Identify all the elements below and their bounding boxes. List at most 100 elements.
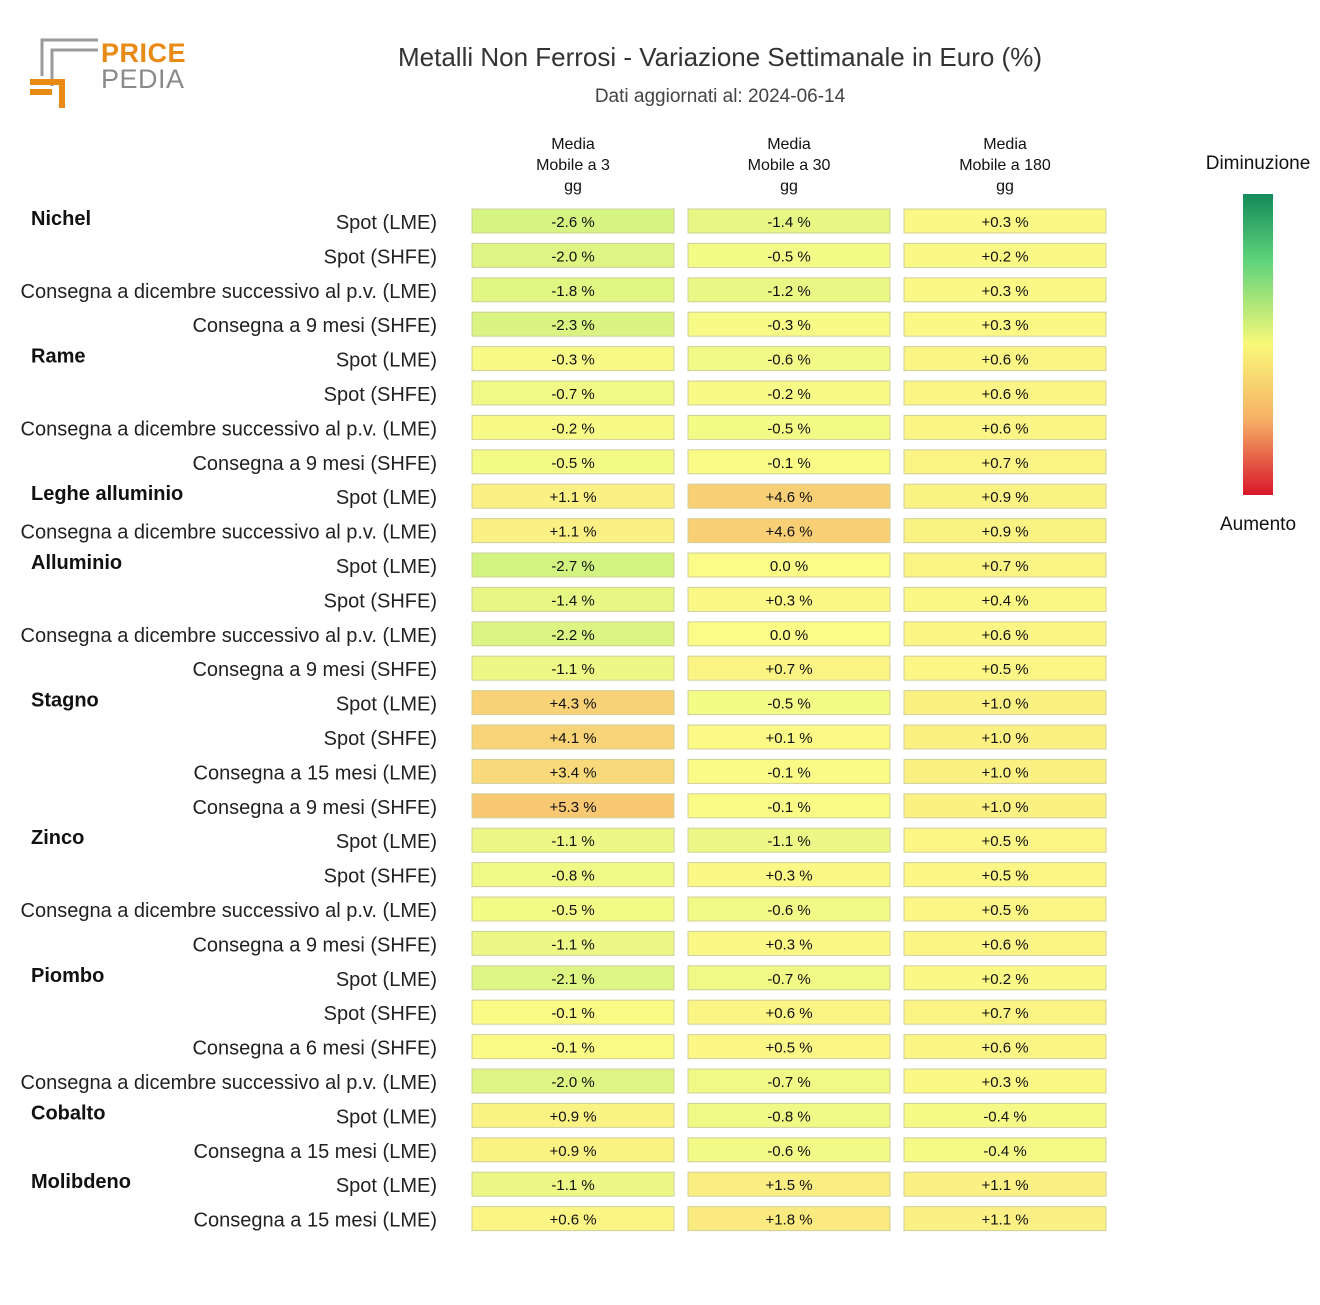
heatmap-cell <box>471 1137 675 1163</box>
cell-value-label: +0.9 % <box>549 1143 596 1160</box>
heatmap-cell <box>903 242 1107 268</box>
row-label: Spot (LME) <box>336 1175 437 1197</box>
row-label: Spot (LME) <box>336 487 437 509</box>
cell-value-label: +1.1 % <box>549 524 596 541</box>
heatmap-cell <box>687 724 891 750</box>
row-label: Consegna a 9 mesi (SHFE) <box>192 659 437 681</box>
heatmap-cell <box>471 896 675 922</box>
heatmap-cell <box>471 965 675 991</box>
group-label: Piombo <box>31 965 104 987</box>
row-label: Spot (LME) <box>336 694 437 716</box>
pricepedia-logo: PRICE PEDIA <box>28 36 188 112</box>
cell-value-label: -2.7 % <box>551 558 594 575</box>
cell-value-label: -2.0 % <box>551 248 594 265</box>
row-label: Consegna a 9 mesi (SHFE) <box>192 315 437 337</box>
heatmap-cell <box>471 1068 675 1094</box>
heatmap-cell <box>903 862 1107 888</box>
heatmap-cell <box>687 1206 891 1232</box>
heatmap-cell <box>471 999 675 1025</box>
row-label: Spot (SHFE) <box>324 384 437 406</box>
group-label: Nichel <box>31 208 91 230</box>
cell-value-label: -0.2 % <box>551 420 594 437</box>
cell-value-label: -1.4 % <box>767 214 810 231</box>
heatmap-cell <box>903 793 1107 819</box>
row-label: Spot (SHFE) <box>324 728 437 750</box>
heatmap-cell <box>687 586 891 612</box>
group-label: Leghe alluminio <box>31 483 183 505</box>
cell-value-label: +0.9 % <box>981 489 1028 506</box>
cell-value-label: -0.6 % <box>767 1143 810 1160</box>
legend-color-scale <box>1243 194 1273 495</box>
cell-value-label: -1.8 % <box>551 283 594 300</box>
heatmap-cell <box>471 758 675 784</box>
cell-value-label: +0.7 % <box>981 455 1028 472</box>
cell-value-label: -0.8 % <box>551 868 594 885</box>
group-label: Molibdeno <box>31 1171 131 1193</box>
cell-value-label: +1.0 % <box>981 764 1028 781</box>
heatmap-cell <box>471 552 675 578</box>
heatmap-cell <box>471 311 675 337</box>
cell-value-label: -0.4 % <box>983 1143 1026 1160</box>
cell-value-label: +0.3 % <box>981 283 1028 300</box>
heatmap-cell <box>903 586 1107 612</box>
heatmap-cell <box>903 380 1107 406</box>
heatmap-cell <box>687 1137 891 1163</box>
row-label: Consegna a 15 mesi (LME) <box>194 1210 437 1232</box>
heatmap-cell <box>903 277 1107 303</box>
column-header-line: gg <box>996 178 1014 195</box>
heatmap-cell <box>471 1171 675 1197</box>
heatmap-cell <box>687 449 891 475</box>
row-label: Spot (LME) <box>336 969 437 991</box>
row-label: Consegna a 9 mesi (SHFE) <box>192 453 437 475</box>
heatmap-cell <box>471 483 675 509</box>
column-header-ma180: Media Mobile a 180 gg <box>904 134 1106 197</box>
heatmap-cell <box>687 380 891 406</box>
heatmap-cell <box>687 483 891 509</box>
cell-value-label: -0.1 % <box>551 1005 594 1022</box>
cell-value-label: +1.8 % <box>765 1212 812 1229</box>
heatmap-cell <box>903 1137 1107 1163</box>
legend-top-label: Diminuzione <box>1205 153 1311 174</box>
heatmap-cell <box>903 965 1107 991</box>
column-header-line: gg <box>780 178 798 195</box>
heatmap-cell <box>903 1171 1107 1197</box>
cell-value-label: -1.1 % <box>551 936 594 953</box>
heatmap-cell <box>471 621 675 647</box>
heatmap-cell <box>903 483 1107 509</box>
cell-value-label: +0.5 % <box>981 902 1028 919</box>
cell-value-label: +0.3 % <box>765 592 812 609</box>
cell-value-label: -0.5 % <box>551 902 594 919</box>
column-header-line: Mobile a 180 <box>959 157 1051 174</box>
cell-value-label: +0.6 % <box>981 352 1028 369</box>
row-label: Consegna a dicembre successivo al p.v. (… <box>21 522 437 544</box>
row-label: Consegna a dicembre successivo al p.v. (… <box>21 625 437 647</box>
cell-value-label: -0.6 % <box>767 352 810 369</box>
chart-title: Metalli Non Ferrosi - Variazione Settima… <box>398 42 1042 72</box>
row-label: Consegna a 9 mesi (SHFE) <box>192 934 437 956</box>
column-header-line: Media <box>983 136 1027 153</box>
heatmap-cell <box>903 655 1107 681</box>
heatmap-cell <box>471 518 675 544</box>
heatmap-cell <box>903 896 1107 922</box>
row-label: Consegna a dicembre successivo al p.v. (… <box>21 418 437 440</box>
cell-value-label: +0.3 % <box>765 868 812 885</box>
cell-value-label: -1.1 % <box>551 1177 594 1194</box>
heatmap-cell <box>687 862 891 888</box>
heatmap-cell <box>687 621 891 647</box>
cell-value-label: +1.0 % <box>981 730 1028 747</box>
cell-value-label: +0.3 % <box>981 317 1028 334</box>
heatmap-cell <box>471 793 675 819</box>
cell-value-label: +4.1 % <box>549 730 596 747</box>
heatmap-cell <box>903 346 1107 372</box>
logo-text-price: PRICE <box>101 38 187 68</box>
row-label: Spot (LME) <box>336 556 437 578</box>
heatmap-cell <box>687 1068 891 1094</box>
cell-value-label: +0.6 % <box>981 936 1028 953</box>
heatmap-cell <box>687 690 891 716</box>
cell-value-label: -0.5 % <box>767 248 810 265</box>
heatmap-cell <box>471 930 675 956</box>
heatmap-cell <box>903 930 1107 956</box>
cell-value-label: +0.3 % <box>981 214 1028 231</box>
heatmap-cell <box>471 862 675 888</box>
chart-subtitle: Dati aggiornati al: 2024-06-14 <box>594 86 846 107</box>
